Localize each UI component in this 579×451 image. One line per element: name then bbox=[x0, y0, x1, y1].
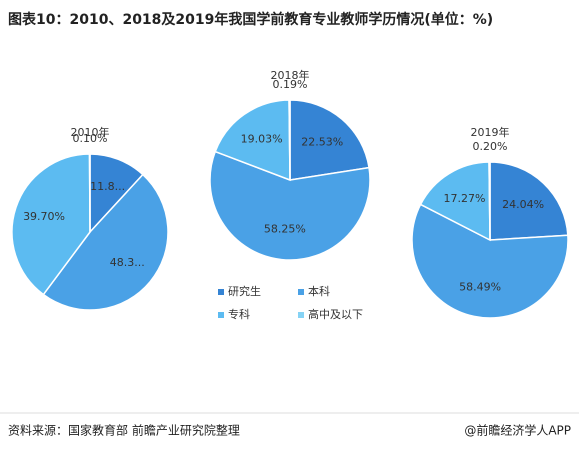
pie-slice bbox=[288, 99, 291, 181]
pie-slice bbox=[42, 173, 169, 311]
credit: @前瞻经济学人APP bbox=[464, 423, 571, 438]
pie-slice bbox=[209, 150, 371, 261]
source: 资料来源：国家教育部 前瞻产业研究院整理 bbox=[8, 423, 240, 438]
value-label: 0.20% bbox=[473, 140, 508, 153]
value-label: 17.27% bbox=[444, 192, 486, 205]
pie-slice bbox=[419, 161, 491, 242]
value-label: 39.70% bbox=[23, 210, 65, 223]
value-label: 0.19% bbox=[273, 78, 308, 91]
pie-title: 2018年 bbox=[271, 68, 310, 82]
pie-slice bbox=[289, 99, 370, 181]
value-label: 48.3... bbox=[110, 256, 145, 269]
legend-label: 本科 bbox=[308, 284, 330, 298]
pie-slice bbox=[214, 99, 291, 182]
page-title: 图表10：2010、2018及2019年我国学前教育专业教师学历情况(单位：%) bbox=[8, 11, 493, 28]
value-label: 24.04% bbox=[502, 198, 544, 211]
legend-swatch bbox=[298, 289, 304, 295]
pie-slice bbox=[411, 203, 569, 319]
pie-slice bbox=[489, 161, 569, 241]
value-label: 22.53% bbox=[301, 135, 343, 148]
value-label: 58.49% bbox=[459, 280, 501, 293]
value-label: 11.8... bbox=[90, 180, 125, 193]
legend-label: 高中及以下 bbox=[308, 307, 363, 321]
legend-swatch bbox=[218, 312, 224, 318]
legend-swatch bbox=[298, 312, 304, 318]
pie-title: 2019年 bbox=[471, 125, 510, 139]
legend-label: 研究生 bbox=[228, 284, 261, 298]
value-label: 0.10% bbox=[73, 132, 108, 145]
value-label: 58.25% bbox=[264, 222, 306, 235]
pie-slice bbox=[488, 161, 491, 241]
value-label: 19.03% bbox=[241, 132, 283, 145]
pie-title: 2010年 bbox=[71, 125, 110, 139]
legend-swatch bbox=[218, 289, 224, 295]
legend-label: 专科 bbox=[228, 307, 250, 321]
pie-slice bbox=[11, 153, 91, 296]
